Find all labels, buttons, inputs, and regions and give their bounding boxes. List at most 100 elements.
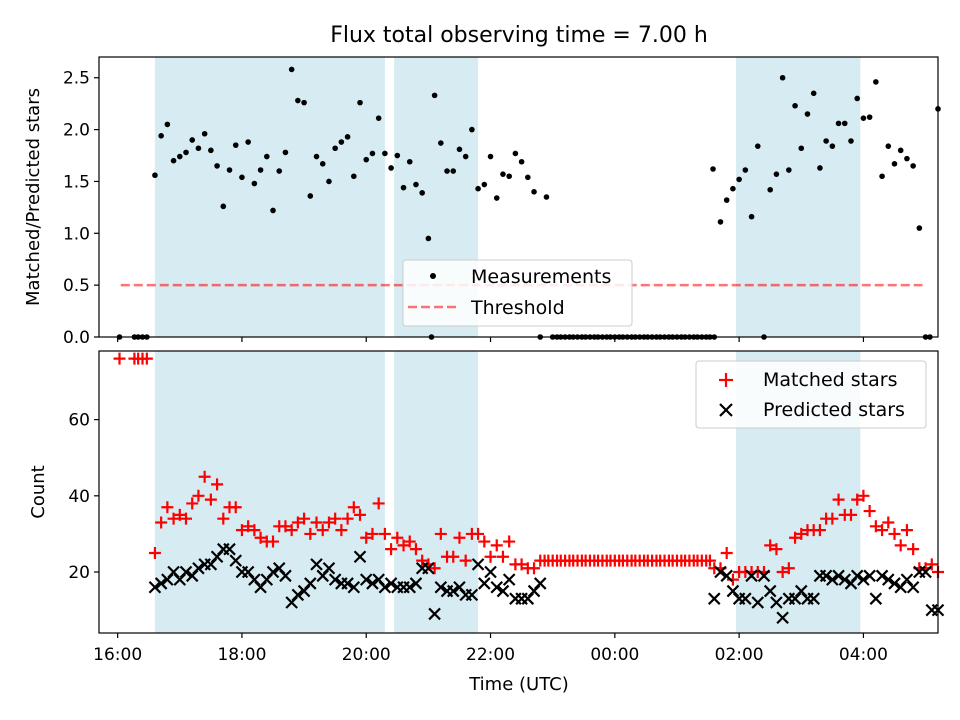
measurement-point	[487, 153, 494, 160]
chart-title: Flux total observing time = 7.00 h	[330, 23, 708, 48]
measurement-point	[158, 133, 164, 139]
measurement-point	[710, 166, 716, 172]
predicted-star-points	[148, 542, 945, 625]
measurement-point	[301, 99, 307, 106]
matched-star-point	[720, 546, 733, 559]
measurement-point	[829, 143, 836, 149]
matched-star-point	[279, 520, 292, 533]
predicted-star-point	[428, 607, 441, 621]
legend-measurements-marker	[430, 273, 436, 279]
bottom-legend-box	[695, 360, 927, 429]
matched-star-point	[428, 562, 441, 575]
measurement-point	[723, 197, 730, 203]
predicted-star-point	[366, 577, 379, 590]
y-tick-label: 20	[68, 563, 90, 583]
predicted-star-point	[434, 580, 448, 594]
predicted-star-point	[819, 569, 833, 583]
predicted-star-point	[502, 573, 516, 586]
matched-star-point	[813, 524, 826, 537]
matched-star-point	[298, 512, 311, 525]
measurement-point	[344, 134, 351, 140]
matched-star-point	[267, 535, 280, 548]
matched-star-point	[776, 566, 789, 579]
measurement-point	[239, 174, 245, 181]
predicted-star-point	[863, 569, 876, 583]
measurement-point	[425, 235, 432, 242]
matched-star-point	[857, 489, 870, 502]
measurement-point	[369, 150, 376, 157]
measurement-point	[860, 115, 867, 121]
x-tick-label: 04:00	[839, 645, 888, 665]
measurement-point	[382, 150, 388, 157]
y-tick-label: 0.5	[63, 276, 90, 296]
matched-star-point	[876, 524, 889, 537]
predicted-star-point	[869, 592, 883, 605]
predicted-star-point	[888, 577, 901, 590]
matched-star-point	[304, 527, 317, 540]
measurement-point	[748, 213, 755, 220]
bottom-x-ticks: 16:00 18:00 20:00 22:00 00:00 02:00 04:00	[93, 633, 888, 665]
predicted-star-point	[751, 596, 765, 609]
top-y-axis-label: Matched/Predicted stars	[23, 88, 44, 306]
matched-star-point	[894, 539, 907, 552]
measurement-point	[835, 120, 842, 127]
matched-star-point	[354, 508, 367, 521]
matched-star-point	[409, 543, 422, 556]
matched-star-point	[360, 531, 373, 544]
measurement-point	[214, 163, 220, 169]
matched-star-point	[366, 527, 379, 540]
matched-star-point	[882, 516, 895, 529]
legend-threshold-label: Threshold	[470, 297, 565, 319]
matched-star-point	[453, 531, 466, 544]
measurement-point	[493, 195, 500, 201]
matched-star-point	[155, 516, 168, 529]
measurement-point	[201, 130, 208, 137]
measurement-point	[543, 194, 550, 200]
matched-star-point	[888, 527, 901, 540]
predicted-star-point	[154, 577, 168, 590]
predicted-star-point	[484, 565, 497, 579]
predicted-star-point	[322, 561, 336, 575]
measurement-point	[531, 189, 537, 195]
predicted-star-point	[422, 561, 435, 575]
x-tick-label: 22:00	[466, 645, 515, 665]
top-axes-frame	[98, 56, 939, 338]
predicted-star-point	[906, 580, 920, 594]
measurement-point	[226, 167, 233, 173]
predicted-star-point	[266, 565, 280, 579]
predicted-star-point	[409, 577, 423, 590]
predicted-star-point	[359, 573, 373, 586]
measurement-point	[904, 155, 910, 162]
matched-star-point	[148, 546, 161, 559]
matched-star-point	[478, 535, 491, 548]
shaded-interval-1	[154, 57, 385, 337]
measurement-point	[152, 172, 158, 179]
measurement-point	[406, 158, 413, 165]
matched-star-point	[515, 558, 528, 571]
predicted-star-point	[745, 569, 758, 583]
legend-predicted-marker	[719, 403, 733, 417]
predicted-star-point	[720, 569, 733, 583]
x-tick-label: 18:00	[217, 645, 266, 665]
y-tick-label: 60	[68, 411, 90, 431]
matched-star-point	[447, 550, 460, 563]
matched-star-point	[235, 524, 248, 537]
matched-star-point	[391, 531, 404, 544]
measurement-point	[481, 181, 488, 188]
matched-star-point	[217, 512, 230, 525]
measurement-point	[313, 153, 320, 160]
measurement-point	[251, 180, 258, 187]
measurement-point	[897, 147, 904, 154]
measurement-point	[742, 167, 749, 173]
legend-predicted-label: Predicted stars	[763, 399, 905, 421]
matched-star-point	[229, 501, 242, 514]
shaded-interval-3	[736, 57, 861, 337]
measurement-point	[730, 185, 736, 192]
predicted-star-point	[850, 569, 864, 583]
predicted-star-point	[446, 584, 460, 598]
predicted-star-point	[776, 611, 789, 625]
matched-star-point	[900, 524, 913, 537]
matched-star-point	[496, 550, 509, 563]
predicted-star-point	[353, 550, 367, 564]
matched-star-point	[329, 512, 342, 525]
